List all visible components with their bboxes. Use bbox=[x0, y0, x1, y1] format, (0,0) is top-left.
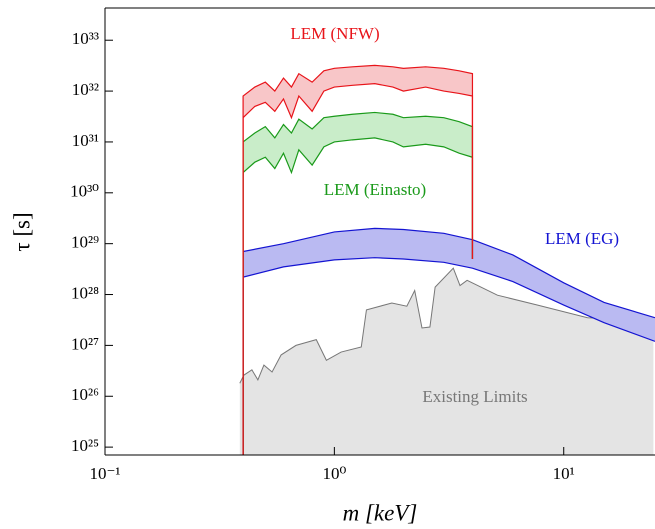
x-axis-title: m [keV] bbox=[343, 500, 418, 525]
band-line bbox=[242, 111, 474, 455]
y-tick-label: 10²⁹ bbox=[71, 233, 99, 252]
band-fill bbox=[243, 228, 655, 455]
band-line bbox=[242, 83, 474, 455]
band-line bbox=[242, 64, 474, 455]
x-tick-label: 10⁻¹ bbox=[89, 464, 120, 483]
x-tick-label: 10¹ bbox=[553, 464, 575, 483]
x-tick-label: 10⁰ bbox=[322, 464, 346, 483]
series-label: LEM (NFW) bbox=[290, 24, 379, 43]
y-tick-label: 10³² bbox=[72, 80, 99, 99]
y-tick-label: 10³¹ bbox=[72, 131, 99, 150]
y-tick-label: 10³³ bbox=[72, 29, 99, 48]
plot-area bbox=[239, 64, 655, 455]
band-fill bbox=[243, 112, 473, 455]
y-tick-label: 10²⁵ bbox=[71, 436, 99, 455]
series-label: LEM (EG) bbox=[545, 229, 619, 248]
y-tick-label: 10²⁶ bbox=[71, 385, 99, 404]
y-tick-label: 10²⁷ bbox=[71, 334, 99, 353]
y-tick-label: 10³⁰ bbox=[70, 182, 99, 201]
area-fill bbox=[239, 268, 654, 455]
series-label: Existing Limits bbox=[422, 387, 527, 406]
series-label: LEM (Einasto) bbox=[324, 180, 426, 199]
band-line bbox=[242, 137, 474, 455]
area-line bbox=[239, 267, 654, 384]
y-tick-label: 10²⁸ bbox=[71, 283, 99, 302]
band-line bbox=[242, 257, 655, 455]
y-axis-title: τ [s] bbox=[9, 212, 34, 251]
band-line bbox=[242, 227, 655, 455]
